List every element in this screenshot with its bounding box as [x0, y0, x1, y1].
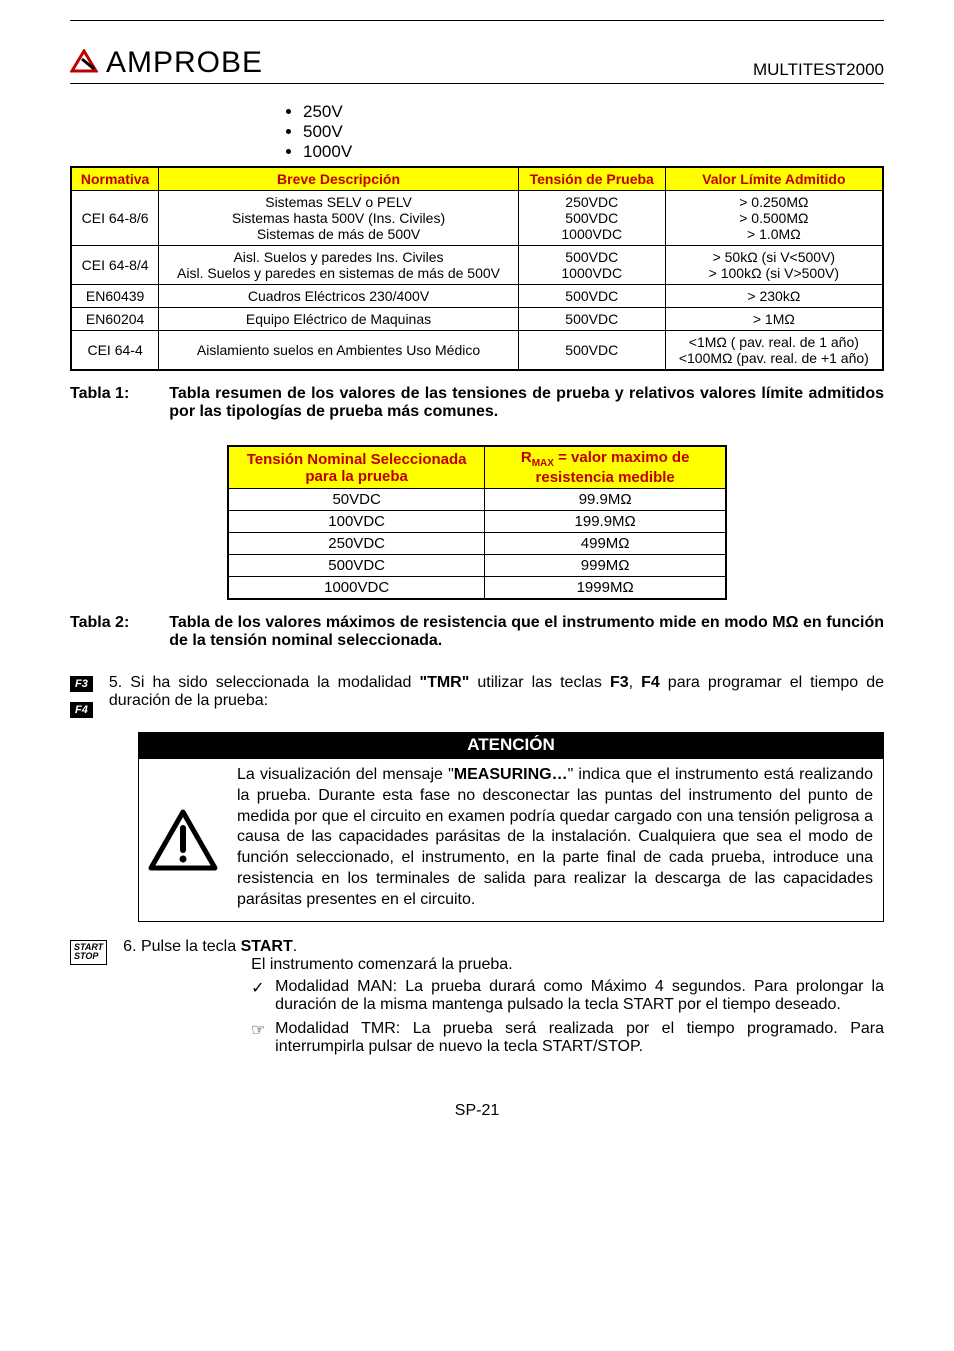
voltage-list: 250V 500V 1000V — [285, 102, 884, 162]
f4-key-icon: F4 — [70, 702, 93, 718]
step5-keys: F3 F4 — [70, 676, 93, 718]
table-cell: 100VDC — [228, 511, 485, 533]
caption-text: Tabla de los valores máximos de resisten… — [169, 614, 884, 650]
top-rule — [70, 20, 884, 21]
table-row: 250VDC499MΩ — [228, 533, 726, 555]
table-cell: 99.9MΩ — [485, 489, 726, 511]
table-row: CEI 64-8/4Aisl. Suelos y paredes Ins. Ci… — [71, 246, 883, 285]
table-cell: 999MΩ — [485, 555, 726, 577]
table-cell: 250VDC — [228, 533, 485, 555]
table-cell: 500VDC1000VDC — [518, 246, 665, 285]
table-cell: > 50kΩ (si V<500V)> 100kΩ (si V>500V) — [665, 246, 883, 285]
atencion-box: La visualización del mensaje "MEASURING…… — [138, 758, 884, 922]
table-row: CEI 64-8/6Sistemas SELV o PELVSistemas h… — [71, 191, 883, 246]
table-cell: CEI 64-4 — [71, 331, 159, 371]
table2-caption: Tabla 2: Tabla de los valores máximos de… — [70, 614, 884, 650]
table-cell: Equipo Eléctrico de Maquinas — [159, 308, 519, 331]
table-cell: 500VDC — [518, 331, 665, 371]
table-row: CEI 64-4Aislamiento suelos en Ambientes … — [71, 331, 883, 371]
table-cell: 1000VDC — [228, 577, 485, 600]
table-cell: CEI 64-8/4 — [71, 246, 159, 285]
f3-key-icon: F3 — [70, 676, 93, 692]
step6-body: 6. Pulse la tecla START. El instrumento … — [123, 938, 884, 1062]
table-row: 500VDC999MΩ — [228, 555, 726, 577]
table-cell: > 1MΩ — [665, 308, 883, 331]
table-cell: 499MΩ — [485, 533, 726, 555]
brand: AMPROBE — [70, 46, 263, 80]
step-5: F3 F4 5. Si ha sido seleccionada la moda… — [70, 674, 884, 718]
step6-key: STARTSTOP — [70, 940, 107, 966]
voltage-item: 250V — [303, 102, 884, 122]
table-cell: EN60439 — [71, 285, 159, 308]
table-2: Tensión Nominal Seleccionada para la pru… — [227, 445, 727, 600]
table-row: 50VDC99.9MΩ — [228, 489, 726, 511]
start-stop-key-icon: STARTSTOP — [70, 940, 107, 966]
table-cell: Aislamiento suelos en Ambientes Uso Médi… — [159, 331, 519, 371]
table-row: EN60439Cuadros Eléctricos 230/400V500VDC… — [71, 285, 883, 308]
check-mark-icon: ✓ — [251, 978, 264, 998]
voltage-item: 500V — [303, 122, 884, 142]
table-cell: 500VDC — [518, 285, 665, 308]
step-6: STARTSTOP 6. Pulse la tecla START. El in… — [70, 938, 884, 1062]
caption-text: Tabla resumen de los valores de las tens… — [169, 385, 884, 421]
table-cell: Sistemas SELV o PELVSistemas hasta 500V … — [159, 191, 519, 246]
table-row: EN60204Equipo Eléctrico de Maquinas500VD… — [71, 308, 883, 331]
t2-header-b: RMAX = valor maximo de resistencia medib… — [485, 446, 726, 489]
brand-name: AMPROBE — [106, 46, 263, 80]
voltage-item: 1000V — [303, 142, 884, 162]
table-cell: 500VDC — [228, 555, 485, 577]
t2-header-a: Tensión Nominal Seleccionada para la pru… — [228, 446, 485, 489]
check-mark-icon: ☞ — [251, 1020, 265, 1040]
table-row: 1000VDC1999MΩ — [228, 577, 726, 600]
table-cell: 50VDC — [228, 489, 485, 511]
table-cell: 1999MΩ — [485, 577, 726, 600]
table-cell: > 230kΩ — [665, 285, 883, 308]
table-row: 100VDC199.9MΩ — [228, 511, 726, 533]
page-header: AMPROBE MULTITEST2000 — [70, 46, 884, 84]
atencion-title: ATENCIÓN — [138, 732, 884, 758]
page-number: SP-21 — [70, 1102, 884, 1120]
table-cell: <1MΩ ( pav. real. de 1 año)<100MΩ (pav. … — [665, 331, 883, 371]
check-item: ✓Modalidad MAN: La prueba durará como Má… — [251, 978, 884, 1014]
logo-icon — [70, 49, 98, 77]
warning-icon — [139, 804, 227, 876]
table-cell: EN60204 — [71, 308, 159, 331]
t1-header: Normativa — [71, 167, 159, 191]
table-cell: CEI 64-8/6 — [71, 191, 159, 246]
table-cell: 199.9MΩ — [485, 511, 726, 533]
t1-header: Tensión de Prueba — [518, 167, 665, 191]
table-cell: 500VDC — [518, 308, 665, 331]
table-cell: Cuadros Eléctricos 230/400V — [159, 285, 519, 308]
atencion-text: La visualización del mensaje "MEASURING…… — [227, 759, 883, 921]
table-cell: > 0.250MΩ> 0.500MΩ> 1.0MΩ — [665, 191, 883, 246]
check-item: ☞Modalidad TMR: La prueba será realizada… — [251, 1020, 884, 1056]
table-cell: Aisl. Suelos y paredes Ins. CivilesAisl.… — [159, 246, 519, 285]
model-label: MULTITEST2000 — [753, 60, 884, 80]
table-1: Normativa Breve Descripción Tensión de P… — [70, 166, 884, 371]
t1-header: Valor Límite Admitido — [665, 167, 883, 191]
table-cell: 250VDC500VDC1000VDC — [518, 191, 665, 246]
caption-label: Tabla 1: — [70, 385, 129, 403]
table1-caption: Tabla 1: Tabla resumen de los valores de… — [70, 385, 884, 421]
caption-label: Tabla 2: — [70, 614, 129, 632]
t1-header: Breve Descripción — [159, 167, 519, 191]
step5-body: 5. Si ha sido seleccionada la modalidad … — [109, 674, 884, 710]
